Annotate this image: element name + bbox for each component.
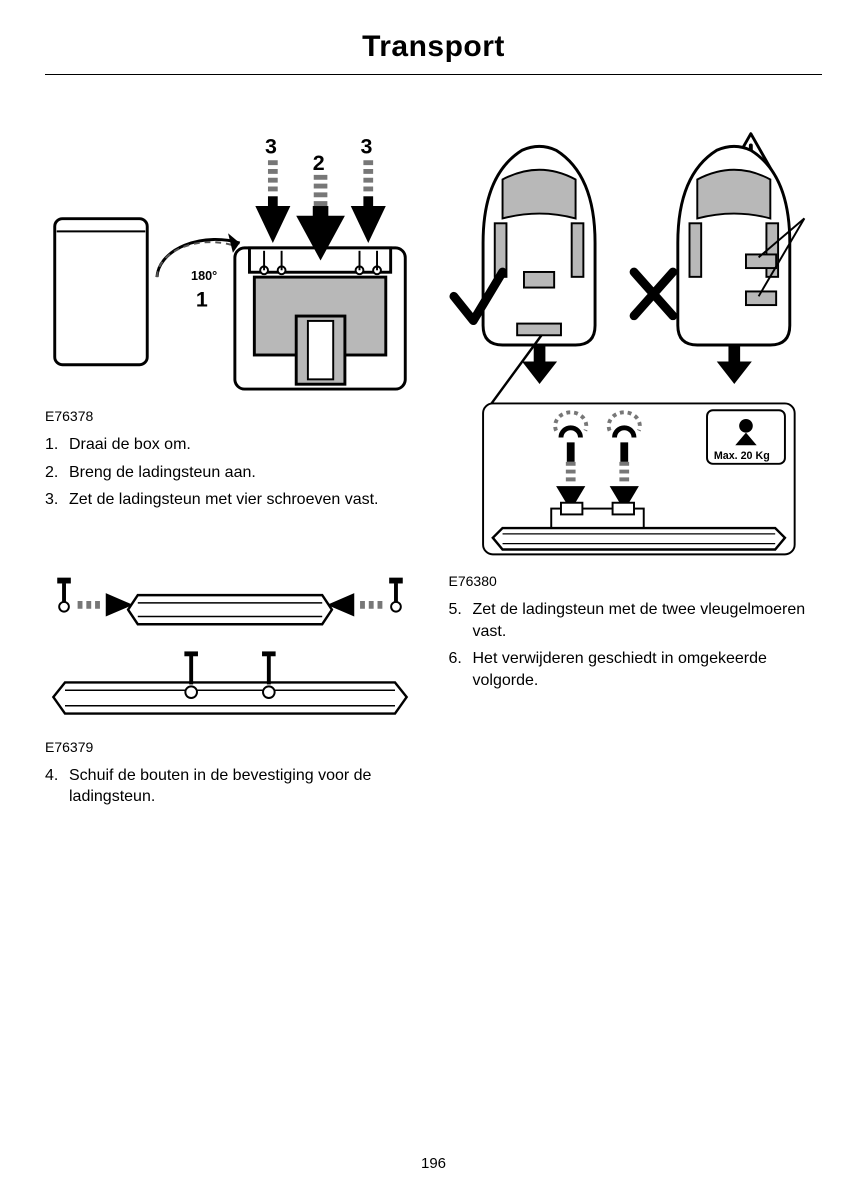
rotation-label: 180°: [191, 269, 217, 283]
figure-2: [45, 566, 419, 731]
right-column: Max. 20 Kg: [449, 125, 823, 814]
figure-1-label: E76378: [45, 408, 419, 424]
step-6: Het verwijderen geschiedt in omgekeerde …: [449, 648, 823, 691]
callout-2: 2: [313, 151, 325, 175]
step-4: Schuif de bouten in de bevestiging voor …: [45, 765, 419, 808]
callout-1: 1: [196, 287, 208, 311]
step-5: Zet de ladingsteun met de twee vleugelmo…: [449, 599, 823, 642]
max-load-label: Max. 20 Kg: [713, 450, 769, 462]
page-title: Transport: [45, 30, 822, 75]
callout-3a: 3: [265, 134, 277, 158]
steps-3: Zet de ladingsteun met de twee vleugelmo…: [449, 599, 823, 691]
content-columns: 180° 1: [45, 125, 822, 814]
figure-2-label: E76379: [45, 739, 419, 755]
callout-3b: 3: [360, 134, 372, 158]
step-3: Zet de ladingsteun met vier schroeven va…: [45, 489, 419, 511]
steps-1: Draai de box om. Breng de ladingsteun aa…: [45, 434, 419, 511]
figure-3: Max. 20 Kg: [449, 125, 823, 565]
left-column: 180° 1: [45, 125, 419, 814]
figure-1: 180° 1: [45, 125, 419, 400]
steps-2: Schuif de bouten in de bevestiging voor …: [45, 765, 419, 808]
step-1: Draai de box om.: [45, 434, 419, 456]
step-2: Breng de ladingsteun aan.: [45, 462, 419, 484]
figure-3-label: E76380: [449, 573, 823, 589]
page-number: 196: [0, 1155, 867, 1172]
